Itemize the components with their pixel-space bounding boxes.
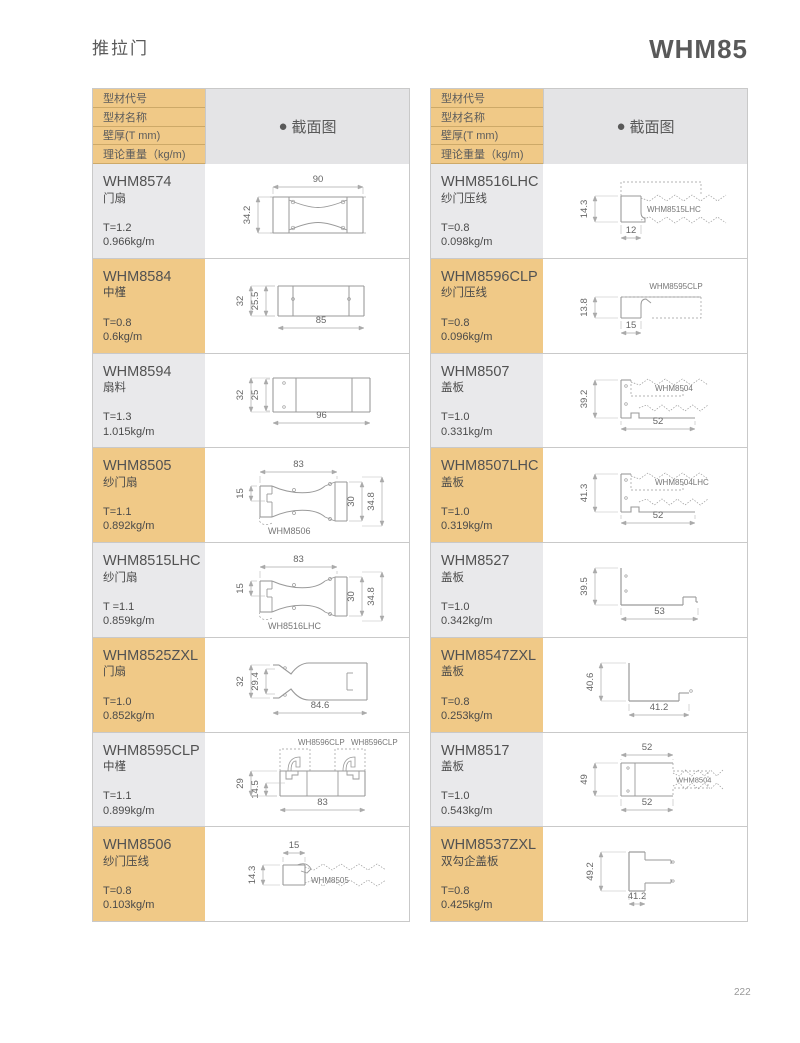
svg-text:WHM8515LHC: WHM8515LHC xyxy=(647,205,701,214)
svg-text:14.3: 14.3 xyxy=(579,200,590,219)
svg-text:52: 52 xyxy=(642,797,653,808)
svg-text:41.2: 41.2 xyxy=(650,702,669,713)
svg-text:15: 15 xyxy=(289,840,300,851)
svg-text:29: 29 xyxy=(235,778,246,789)
svg-text:14.3: 14.3 xyxy=(247,866,258,885)
svg-text:83: 83 xyxy=(293,554,304,565)
svg-text:53: 53 xyxy=(654,606,665,617)
svg-text:WHM8504: WHM8504 xyxy=(676,775,711,784)
svg-text:84.6: 84.6 xyxy=(311,700,330,711)
svg-text:12: 12 xyxy=(626,225,637,236)
svg-text:41.2: 41.2 xyxy=(628,891,647,902)
svg-text:WHM8504: WHM8504 xyxy=(655,384,693,393)
svg-text:83: 83 xyxy=(317,797,328,808)
svg-text:52: 52 xyxy=(653,510,664,521)
svg-text:13.8: 13.8 xyxy=(579,298,590,317)
svg-text:25: 25 xyxy=(250,389,261,400)
svg-text:32: 32 xyxy=(235,389,246,400)
svg-text:34.2: 34.2 xyxy=(242,206,253,225)
svg-text:34.8: 34.8 xyxy=(366,587,377,606)
svg-text:WHM8506: WHM8506 xyxy=(268,526,311,536)
svg-text:49.2: 49.2 xyxy=(585,863,596,882)
svg-text:39.2: 39.2 xyxy=(579,389,590,408)
svg-text:52: 52 xyxy=(653,416,664,427)
svg-text:WH8516LHC: WH8516LHC xyxy=(268,621,322,631)
svg-text:40.6: 40.6 xyxy=(585,673,596,692)
svg-text:25.5: 25.5 xyxy=(250,292,261,311)
svg-text:WH8596CLP: WH8596CLP xyxy=(298,738,345,747)
svg-text:15: 15 xyxy=(626,320,637,331)
svg-text:85: 85 xyxy=(316,315,327,326)
svg-text:49: 49 xyxy=(579,774,590,785)
svg-text:83: 83 xyxy=(293,459,304,470)
svg-text:90: 90 xyxy=(313,174,324,185)
svg-text:WHM8595CLP: WHM8595CLP xyxy=(649,282,702,291)
svg-text:30: 30 xyxy=(346,496,357,507)
svg-text:15: 15 xyxy=(235,583,246,594)
svg-text:WHM8504LHC: WHM8504LHC xyxy=(655,478,709,487)
svg-text:52: 52 xyxy=(642,742,653,753)
svg-text:WHM8505: WHM8505 xyxy=(311,876,349,885)
svg-text:30: 30 xyxy=(346,591,357,602)
svg-text:32: 32 xyxy=(235,676,246,687)
svg-text:32: 32 xyxy=(235,295,246,306)
svg-text:29.4: 29.4 xyxy=(250,672,261,691)
svg-text:39.5: 39.5 xyxy=(579,577,590,596)
svg-text:96: 96 xyxy=(316,410,327,421)
svg-text:WH8596CLP: WH8596CLP xyxy=(351,738,398,747)
svg-text:41.3: 41.3 xyxy=(579,484,590,503)
svg-text:15: 15 xyxy=(235,488,246,499)
svg-text:34.8: 34.8 xyxy=(366,493,377,512)
